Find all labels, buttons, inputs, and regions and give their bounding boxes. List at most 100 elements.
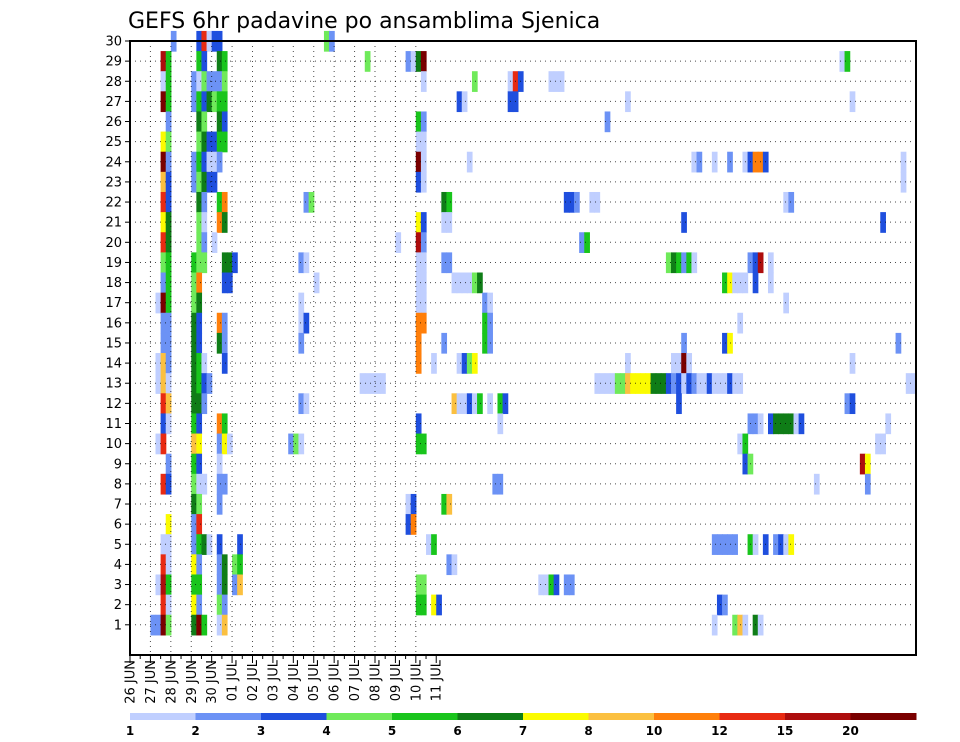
heatmap-cell	[374, 373, 381, 394]
heatmap-cell	[681, 353, 687, 374]
x-tick-label: 27 JUN	[144, 660, 159, 704]
y-tick-label: 10	[105, 437, 122, 452]
heatmap-cell	[441, 252, 448, 274]
heatmap-cell	[211, 232, 218, 253]
heatmap-cell	[196, 272, 203, 294]
heatmap-cell	[155, 373, 162, 394]
heatmap-cell	[191, 393, 197, 415]
heatmap-cell	[216, 51, 223, 72]
heatmap-cell	[471, 393, 478, 415]
heatmap-cell	[288, 433, 294, 455]
heatmap-cell	[160, 191, 167, 213]
heatmap-cell	[783, 534, 789, 555]
heatmap-cell	[191, 574, 197, 596]
heatmap-cell	[216, 473, 223, 495]
heatmap-cell	[895, 332, 902, 354]
heatmap-cell	[216, 554, 223, 576]
heatmap-cell	[604, 111, 611, 133]
colorbar-segment	[785, 713, 851, 720]
heatmap-cell	[160, 212, 167, 233]
heatmap-cell	[553, 574, 560, 596]
heatmap-cell	[216, 151, 223, 173]
heatmap-cell	[461, 353, 468, 374]
heatmap-cell	[165, 232, 172, 253]
heatmap-cell	[604, 373, 611, 394]
heatmap-cell	[696, 151, 703, 173]
gridlines	[130, 40, 916, 655]
heatmap-cell	[885, 413, 892, 435]
heatmap-cell	[201, 353, 208, 374]
heatmap-cell	[165, 191, 172, 213]
heatmap-cell	[298, 312, 305, 334]
heatmap-cell	[191, 91, 197, 113]
heatmap-cell	[165, 171, 172, 193]
y-tick-label: 6	[114, 518, 122, 533]
heatmap-cell	[548, 574, 555, 596]
y-tick-label: 3	[114, 578, 122, 593]
heatmap-cell	[614, 373, 621, 394]
heatmap-cell	[191, 312, 197, 334]
heatmap-cell	[165, 574, 172, 596]
plot-frame	[129, 40, 917, 656]
heatmap-cell	[788, 191, 795, 213]
heatmap-cell	[165, 413, 172, 435]
heatmap-cell	[160, 614, 167, 636]
heatmap-cell	[211, 131, 218, 153]
heatmap-cell	[415, 312, 422, 334]
heatmap-cell	[191, 433, 197, 455]
heatmap-cell	[415, 51, 422, 72]
heatmap-cell	[201, 151, 208, 173]
heatmap-cell	[191, 373, 197, 394]
heatmap-cell	[436, 594, 442, 616]
heatmap-cell	[420, 151, 427, 173]
heatmap-cell	[160, 232, 167, 253]
heatmap-cell	[155, 574, 162, 596]
heatmap-cell	[232, 574, 238, 596]
heatmap-cell	[221, 574, 228, 596]
colorbar-segment	[719, 713, 786, 720]
x-tick-label: 04 JUL	[287, 659, 302, 701]
heatmap-cell	[676, 393, 682, 415]
heatmap-cell	[191, 614, 197, 636]
heatmap-cell	[665, 252, 672, 274]
heatmap-cell	[410, 493, 417, 515]
heatmap-cell	[415, 111, 422, 133]
heatmap-cell	[538, 574, 545, 596]
x-tick-label: 03 JUL	[266, 659, 281, 701]
heatmap-cell	[783, 191, 789, 213]
heatmap-cell	[410, 514, 417, 535]
heatmap-cell	[191, 71, 197, 92]
heatmap-cell	[456, 91, 463, 113]
heatmap-cell	[778, 413, 784, 435]
heatmap-cell	[191, 534, 197, 555]
heatmap-cell	[221, 71, 228, 92]
heatmap-cell	[196, 373, 203, 394]
heatmap-cell	[165, 534, 172, 555]
heatmap-cell	[619, 373, 626, 394]
heatmap-cell	[405, 493, 412, 515]
heatmap-cell	[456, 393, 463, 415]
heatmap-cell	[446, 191, 453, 213]
heatmap-cell	[681, 332, 687, 354]
heatmap-cell	[420, 272, 427, 294]
heatmap-cell	[165, 554, 172, 576]
heatmap-cell	[813, 473, 820, 495]
heatmap-cell	[201, 191, 208, 213]
heatmap-cell	[691, 151, 698, 173]
heatmap-cell	[676, 353, 682, 374]
heatmap-cell	[165, 91, 172, 113]
heatmap-cell	[650, 373, 657, 394]
heatmap-cell	[900, 151, 907, 173]
heatmap-cell	[201, 171, 208, 193]
heatmap-cell	[420, 574, 427, 596]
heatmap-cell	[298, 433, 305, 455]
heatmap-cell	[563, 191, 570, 213]
heatmap-cell	[359, 373, 366, 394]
colorbar-label: 2	[191, 724, 199, 738]
heatmap-cell	[303, 191, 310, 213]
heatmap-cell	[461, 91, 468, 113]
y-tick-label: 20	[105, 236, 122, 251]
heatmap-cell	[206, 171, 213, 193]
y-tick-label: 27	[105, 95, 122, 110]
heatmap-cell	[589, 191, 596, 213]
